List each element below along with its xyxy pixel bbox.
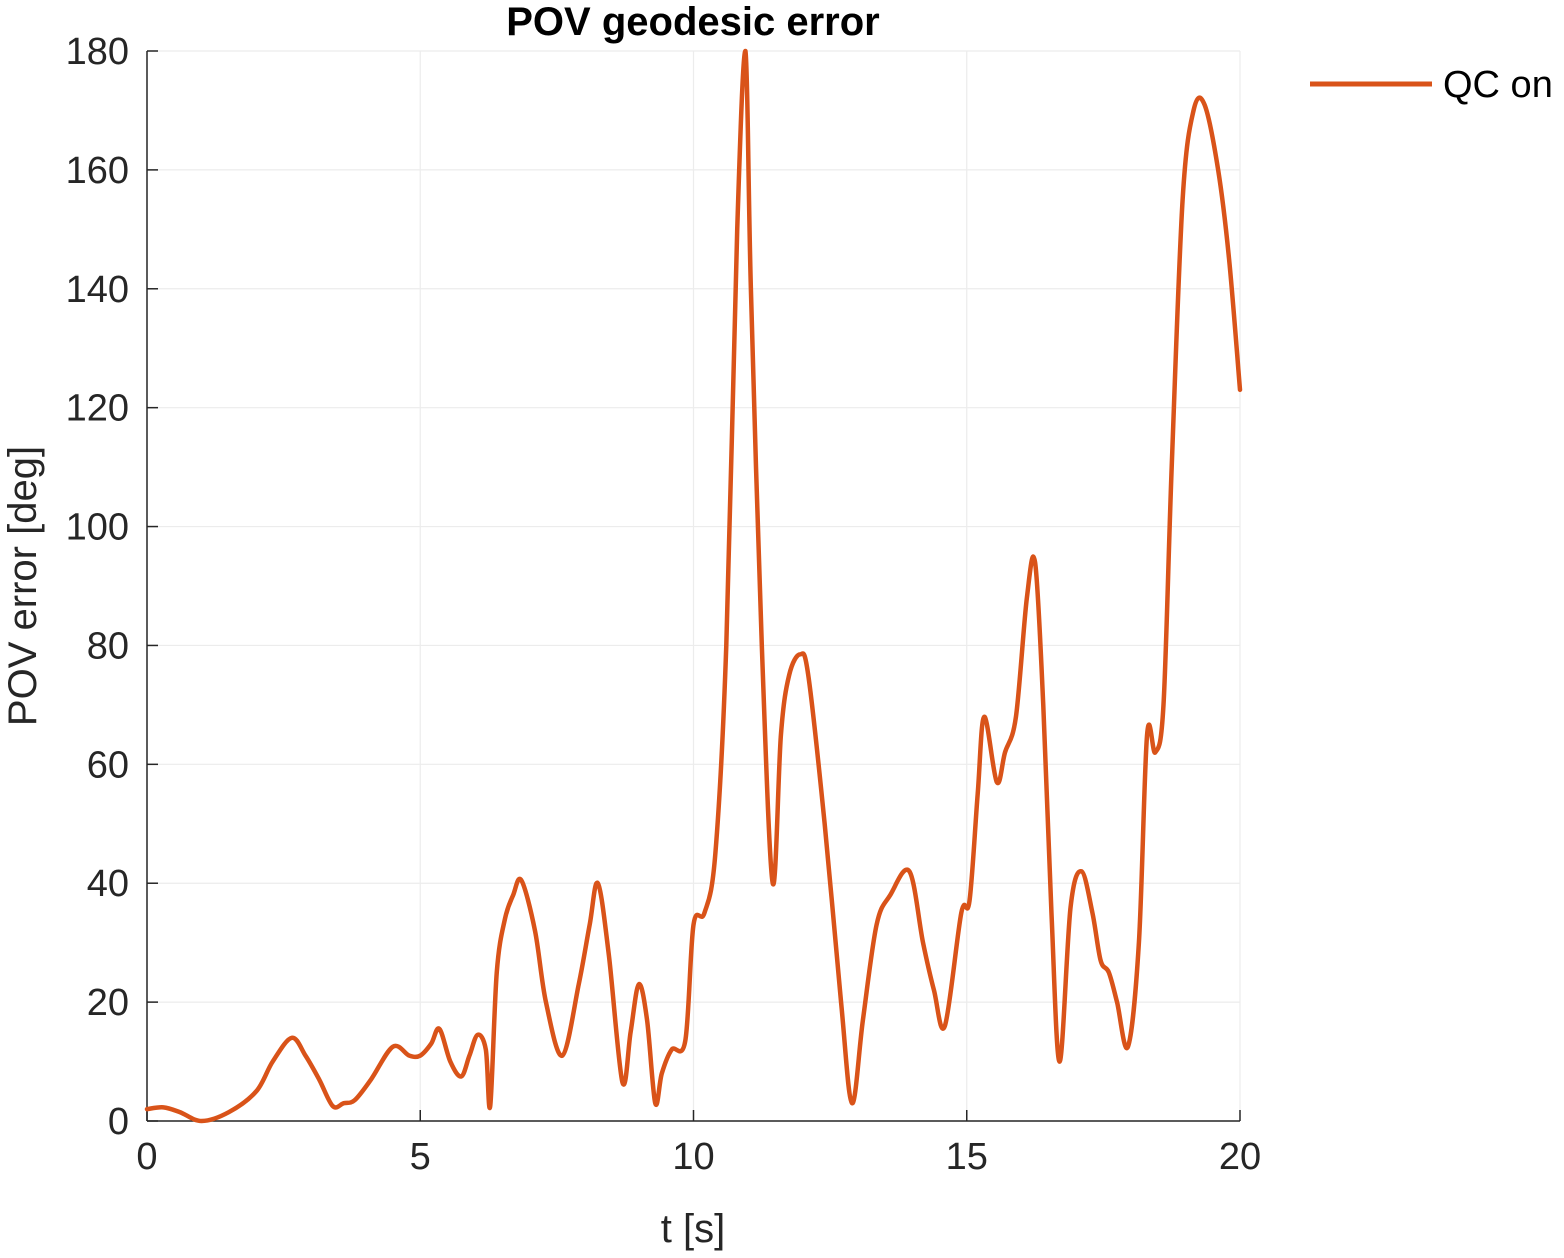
- legend: QC on: [1310, 64, 1553, 106]
- chart-title: POV geodesic error: [506, 0, 879, 44]
- x-tick-label: 10: [672, 1136, 714, 1178]
- y-tick-label: 40: [87, 863, 129, 905]
- y-tick-label: 180: [66, 31, 129, 73]
- axes: [146, 50, 1241, 1122]
- y-tick-label: 140: [66, 269, 129, 311]
- x-axis-label: t [s]: [661, 1207, 725, 1251]
- x-tick-label: 15: [946, 1136, 988, 1178]
- y-tick-label: 100: [66, 507, 129, 549]
- y-axis-label: POV error [deg]: [1, 446, 45, 726]
- y-tick-label: 0: [108, 1101, 129, 1143]
- series-line-0: [144, 48, 1243, 1124]
- y-tick-label: 80: [87, 625, 129, 667]
- x-tick-label: 20: [1219, 1136, 1261, 1178]
- series-layer: [144, 48, 1243, 1124]
- y-tick-label: 160: [66, 150, 129, 192]
- legend-label-qc-on: QC on: [1443, 64, 1553, 106]
- grid: [146, 50, 1241, 1122]
- y-tick-label: 120: [66, 388, 129, 430]
- y-tick-label: 20: [87, 982, 129, 1024]
- x-tick-label: 0: [136, 1136, 157, 1178]
- tick-labels: 0 5 10 15 20 0 20 40 60 80 100 120 140 160 180: [66, 31, 1262, 1178]
- y-tick-label: 60: [87, 744, 129, 786]
- x-tick-label: 5: [410, 1136, 431, 1178]
